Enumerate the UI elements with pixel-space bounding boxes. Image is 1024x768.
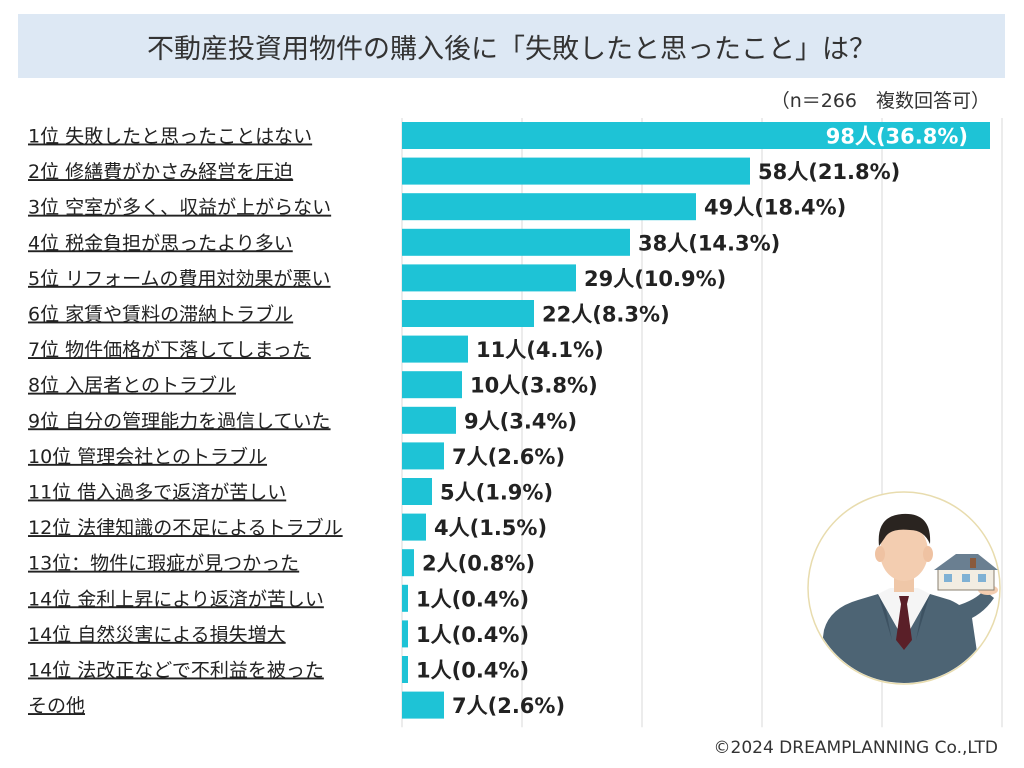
data-label: 58人(21.8%) (758, 160, 900, 184)
category-label: 14位 自然災害による損失増大 (28, 624, 286, 646)
data-label: 4人(1.5%) (434, 516, 547, 540)
bar (402, 300, 534, 327)
house-icon (934, 554, 998, 591)
category-label: 4位 税金負担が思ったより多い (28, 232, 293, 254)
data-label: 10人(3.8%) (470, 374, 598, 398)
bar (402, 406, 456, 434)
sample-size-note: （n＝266 複数回答可） (770, 90, 990, 112)
data-label: 9人(3.4%) (464, 409, 577, 433)
bar (402, 371, 462, 399)
bar (402, 656, 408, 683)
bar (402, 478, 432, 505)
bar (402, 157, 750, 185)
bar (402, 620, 408, 648)
bar (402, 122, 990, 149)
bar (402, 442, 444, 470)
copyright-text: ©2024 DREAMPLANNING Co.,LTD (713, 738, 998, 758)
data-label: 1人(0.4%) (416, 659, 529, 683)
bar (402, 335, 468, 363)
category-label: 2位 修繕費がかさみ経営を圧迫 (28, 161, 293, 183)
bar (402, 228, 630, 256)
category-label: 5位 リフォームの費用対効果が悪い (28, 268, 331, 290)
data-label: 5人(1.9%) (440, 481, 553, 505)
data-label: 22人(8.3%) (542, 303, 670, 327)
data-label: 11人(4.1%) (476, 338, 604, 362)
category-label: 11位 借入過多で返済が苦しい (28, 482, 286, 504)
category-label: 14位 金利上昇により返済が苦しい (28, 588, 324, 610)
data-label: 38人(14.3%) (638, 231, 780, 255)
bars (402, 122, 990, 719)
chart-title: 不動産投資用物件の購入後に「失敗したと思ったこと」は？ (147, 33, 876, 65)
bar (402, 691, 444, 719)
category-labels: 1位 失敗したと思ったことはない 2位 修繕費がかさみ経営を圧迫 3位 空室が多く、… (28, 126, 343, 718)
category-label: 12位 法律知識の不足によるトラブル (28, 516, 343, 539)
bar (402, 264, 576, 292)
data-label: 1人(0.4%) (416, 587, 529, 611)
category-label: 8位 入居者とのトラブル (28, 374, 236, 397)
data-label: 98人(36.8%) (826, 125, 968, 149)
data-label: 49人(18.4%) (704, 196, 846, 220)
data-label: 29人(10.9%) (584, 267, 726, 291)
data-label: 7人(2.6%) (452, 694, 565, 718)
category-label: 14位 法改正などで不利益を被った (28, 660, 324, 682)
category-label: 10位 管理会社とのトラブル (28, 445, 267, 468)
category-label: 13位：物件に瑕疵が見つかった (28, 553, 299, 575)
category-label: 1位 失敗したと思ったことはない (28, 126, 312, 148)
bar (402, 513, 426, 541)
category-label: 7位 物件価格が下落してしまった (28, 339, 311, 361)
category-label: 6位 家賃や賃料の滞納トラブル (28, 303, 293, 326)
bar (402, 549, 414, 577)
data-label: 1人(0.4%) (416, 623, 529, 647)
data-labels: 98人(36.8%) 58人(21.8%) 49人(18.4%) 38人(14.3%)… (416, 125, 968, 719)
businessman-holding-house-illustration (807, 491, 1001, 685)
bar (402, 584, 408, 612)
category-label: その他 (28, 695, 85, 717)
bar (402, 193, 696, 221)
category-label: 3位 空室が多く、収益が上がらない (28, 197, 331, 219)
chart-title-bar: 不動産投資用物件の購入後に「失敗したと思ったこと」は？ (18, 14, 1005, 78)
category-label: 9位 自分の管理能力を過信していた (28, 410, 331, 432)
data-label: 7人(2.6%) (452, 445, 565, 469)
data-label: 2人(0.8%) (422, 552, 535, 576)
